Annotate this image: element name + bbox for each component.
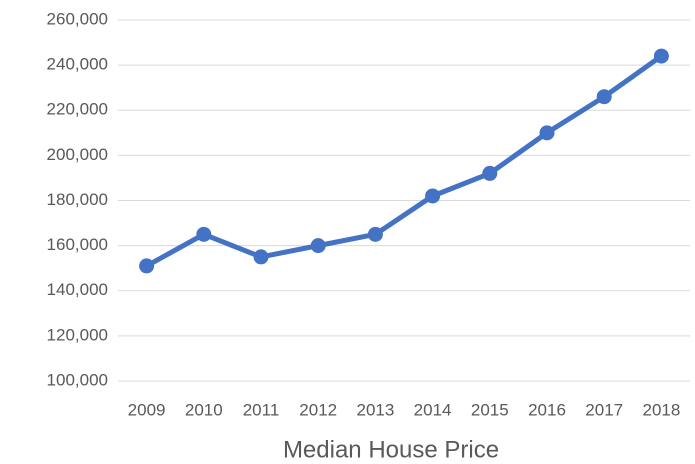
marker — [596, 89, 612, 105]
y-tick-label: 120,000 — [47, 325, 108, 344]
y-tick-label: 180,000 — [47, 190, 108, 209]
line — [144, 53, 664, 269]
x-tick-label: 2015 — [471, 400, 509, 419]
chart-title: Median House Price — [283, 436, 499, 463]
marker — [653, 48, 669, 64]
marker — [425, 188, 441, 204]
marker — [196, 226, 212, 242]
x-tick-label: 2011 — [243, 400, 280, 419]
y-tick-label: 260,000 — [47, 9, 108, 28]
y-tick-label: 100,000 — [47, 370, 108, 389]
marker — [253, 249, 269, 265]
marker — [139, 258, 155, 274]
y-tick-label: 220,000 — [47, 100, 108, 119]
marker — [482, 165, 498, 181]
x-tick-label: 2009 — [128, 400, 166, 419]
x-tick-label: 2012 — [299, 400, 337, 419]
x-tick-label: 2018 — [642, 400, 680, 419]
x-tick-label: 2017 — [585, 400, 623, 419]
y-tick-label: 200,000 — [47, 145, 108, 164]
marker — [310, 238, 326, 254]
x-tick-label: 2016 — [528, 400, 566, 419]
marker — [539, 125, 555, 141]
y-tick-label: 140,000 — [47, 280, 108, 299]
x-tick-label: 2013 — [356, 400, 394, 419]
x-tick-label: 2014 — [414, 400, 452, 419]
y-tick-label: 160,000 — [47, 235, 108, 254]
y-tick-label: 240,000 — [47, 55, 108, 74]
marker — [367, 226, 383, 242]
x-tick-label: 2010 — [185, 400, 223, 419]
